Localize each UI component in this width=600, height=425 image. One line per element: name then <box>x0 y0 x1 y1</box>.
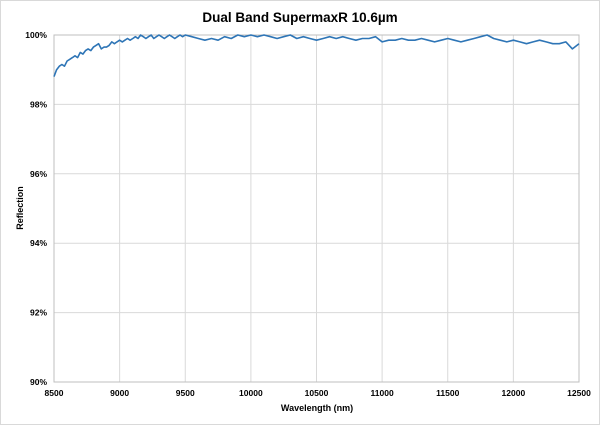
plot-area-border <box>53 34 580 383</box>
y-tick-label: 94% <box>30 238 47 248</box>
chart-title: Dual Band SupermaxR 10.6µm <box>202 10 398 25</box>
y-tick-label: 100% <box>25 30 47 40</box>
x-tick-label: 9000 <box>110 388 129 398</box>
x-axis-label: Wavelength (nm) <box>280 403 354 413</box>
x-tick-label: 8500 <box>45 388 64 398</box>
y-tick-label: 96% <box>30 169 47 179</box>
x-tick-label: 10500 <box>305 388 329 398</box>
x-tick-label: 9500 <box>176 388 195 398</box>
x-tick-label: 11500 <box>436 388 459 398</box>
x-tick-label: 10000 <box>239 388 263 398</box>
y-tick-label: 98% <box>30 99 47 109</box>
x-tick-label: 12000 <box>502 388 526 398</box>
x-tick-label: 12500 <box>567 388 591 398</box>
x-tick-label: 11000 <box>371 388 394 398</box>
y-tick-label: 90% <box>30 377 47 387</box>
y-tick-label: 92% <box>30 308 47 318</box>
series-line-reflection <box>53 34 580 77</box>
